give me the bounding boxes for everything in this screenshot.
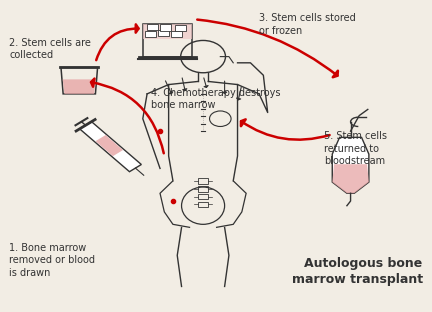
Text: 1. Bone marrow
removed or blood
is drawn: 1. Bone marrow removed or blood is drawn — [10, 243, 95, 278]
Polygon shape — [143, 24, 192, 39]
Bar — [171, 31, 181, 37]
Text: Autologous bone
marrow transplant: Autologous bone marrow transplant — [292, 257, 422, 286]
Polygon shape — [79, 122, 141, 172]
Bar — [198, 194, 208, 199]
Bar — [145, 31, 156, 37]
Bar — [198, 178, 208, 184]
Text: 4. Chemotherapy destroys
bone marrow: 4. Chemotherapy destroys bone marrow — [151, 88, 281, 110]
Polygon shape — [332, 137, 369, 193]
Polygon shape — [332, 164, 369, 193]
Polygon shape — [63, 79, 96, 94]
Bar — [198, 202, 208, 207]
Text: 2. Stem cells are
collected: 2. Stem cells are collected — [10, 38, 91, 60]
Text: 5. Stem cells
returned to
bloodstream: 5. Stem cells returned to bloodstream — [324, 131, 387, 166]
Bar — [158, 30, 168, 37]
Bar — [147, 24, 158, 30]
Polygon shape — [95, 135, 123, 156]
Bar — [160, 24, 171, 31]
Bar — [198, 186, 208, 192]
Bar — [175, 25, 186, 31]
Text: 3. Stem cells stored
or frozen: 3. Stem cells stored or frozen — [259, 13, 356, 36]
